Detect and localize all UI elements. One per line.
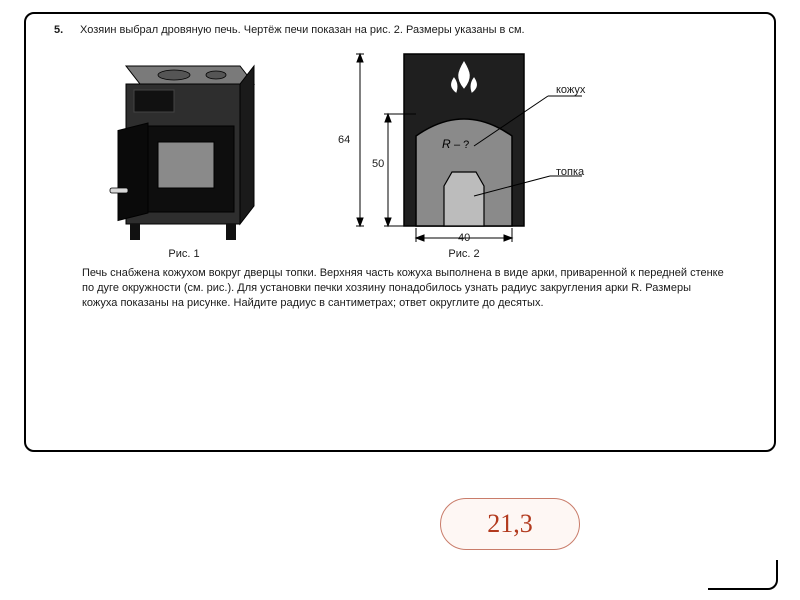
diagram-svg: R – ? <box>324 46 604 246</box>
label-kozhukh: кожух <box>556 84 585 96</box>
dim-64: 64 <box>338 134 350 146</box>
label-topka: топка <box>556 166 584 178</box>
stove-svg <box>104 56 264 246</box>
figures-row: Рис. 1 <box>104 46 756 260</box>
lower-frame-corner <box>708 560 778 590</box>
dim-50: 50 <box>372 158 384 170</box>
figure-1-caption: Рис. 1 <box>104 248 264 260</box>
answer-pill: 21,3 <box>440 498 580 550</box>
answer-value: 21,3 <box>487 509 533 539</box>
page-frame: 5. Хозяин выбрал дровяную печь. Чертёж п… <box>24 12 776 452</box>
problem-statement: Хозяин выбрал дровяную печь. Чертёж печи… <box>80 24 756 36</box>
figure-2: R – ? <box>324 46 604 260</box>
svg-text:– ?: – ? <box>454 139 469 151</box>
content-area: 5. Хозяин выбрал дровяную печь. Чертёж п… <box>26 14 774 321</box>
dim-40: 40 <box>458 232 470 244</box>
figure-2-caption: Рис. 2 <box>324 248 604 260</box>
problem-description: Печь снабжена кожухом вокруг дверцы топк… <box>82 266 728 311</box>
svg-text:R: R <box>442 137 451 151</box>
problem-number: 5. <box>54 24 68 36</box>
figure-1: Рис. 1 <box>104 56 264 260</box>
problem-row: 5. Хозяин выбрал дровяную печь. Чертёж п… <box>54 24 756 36</box>
stove-illustration <box>104 56 264 246</box>
diagram-illustration: R – ? <box>324 46 604 246</box>
